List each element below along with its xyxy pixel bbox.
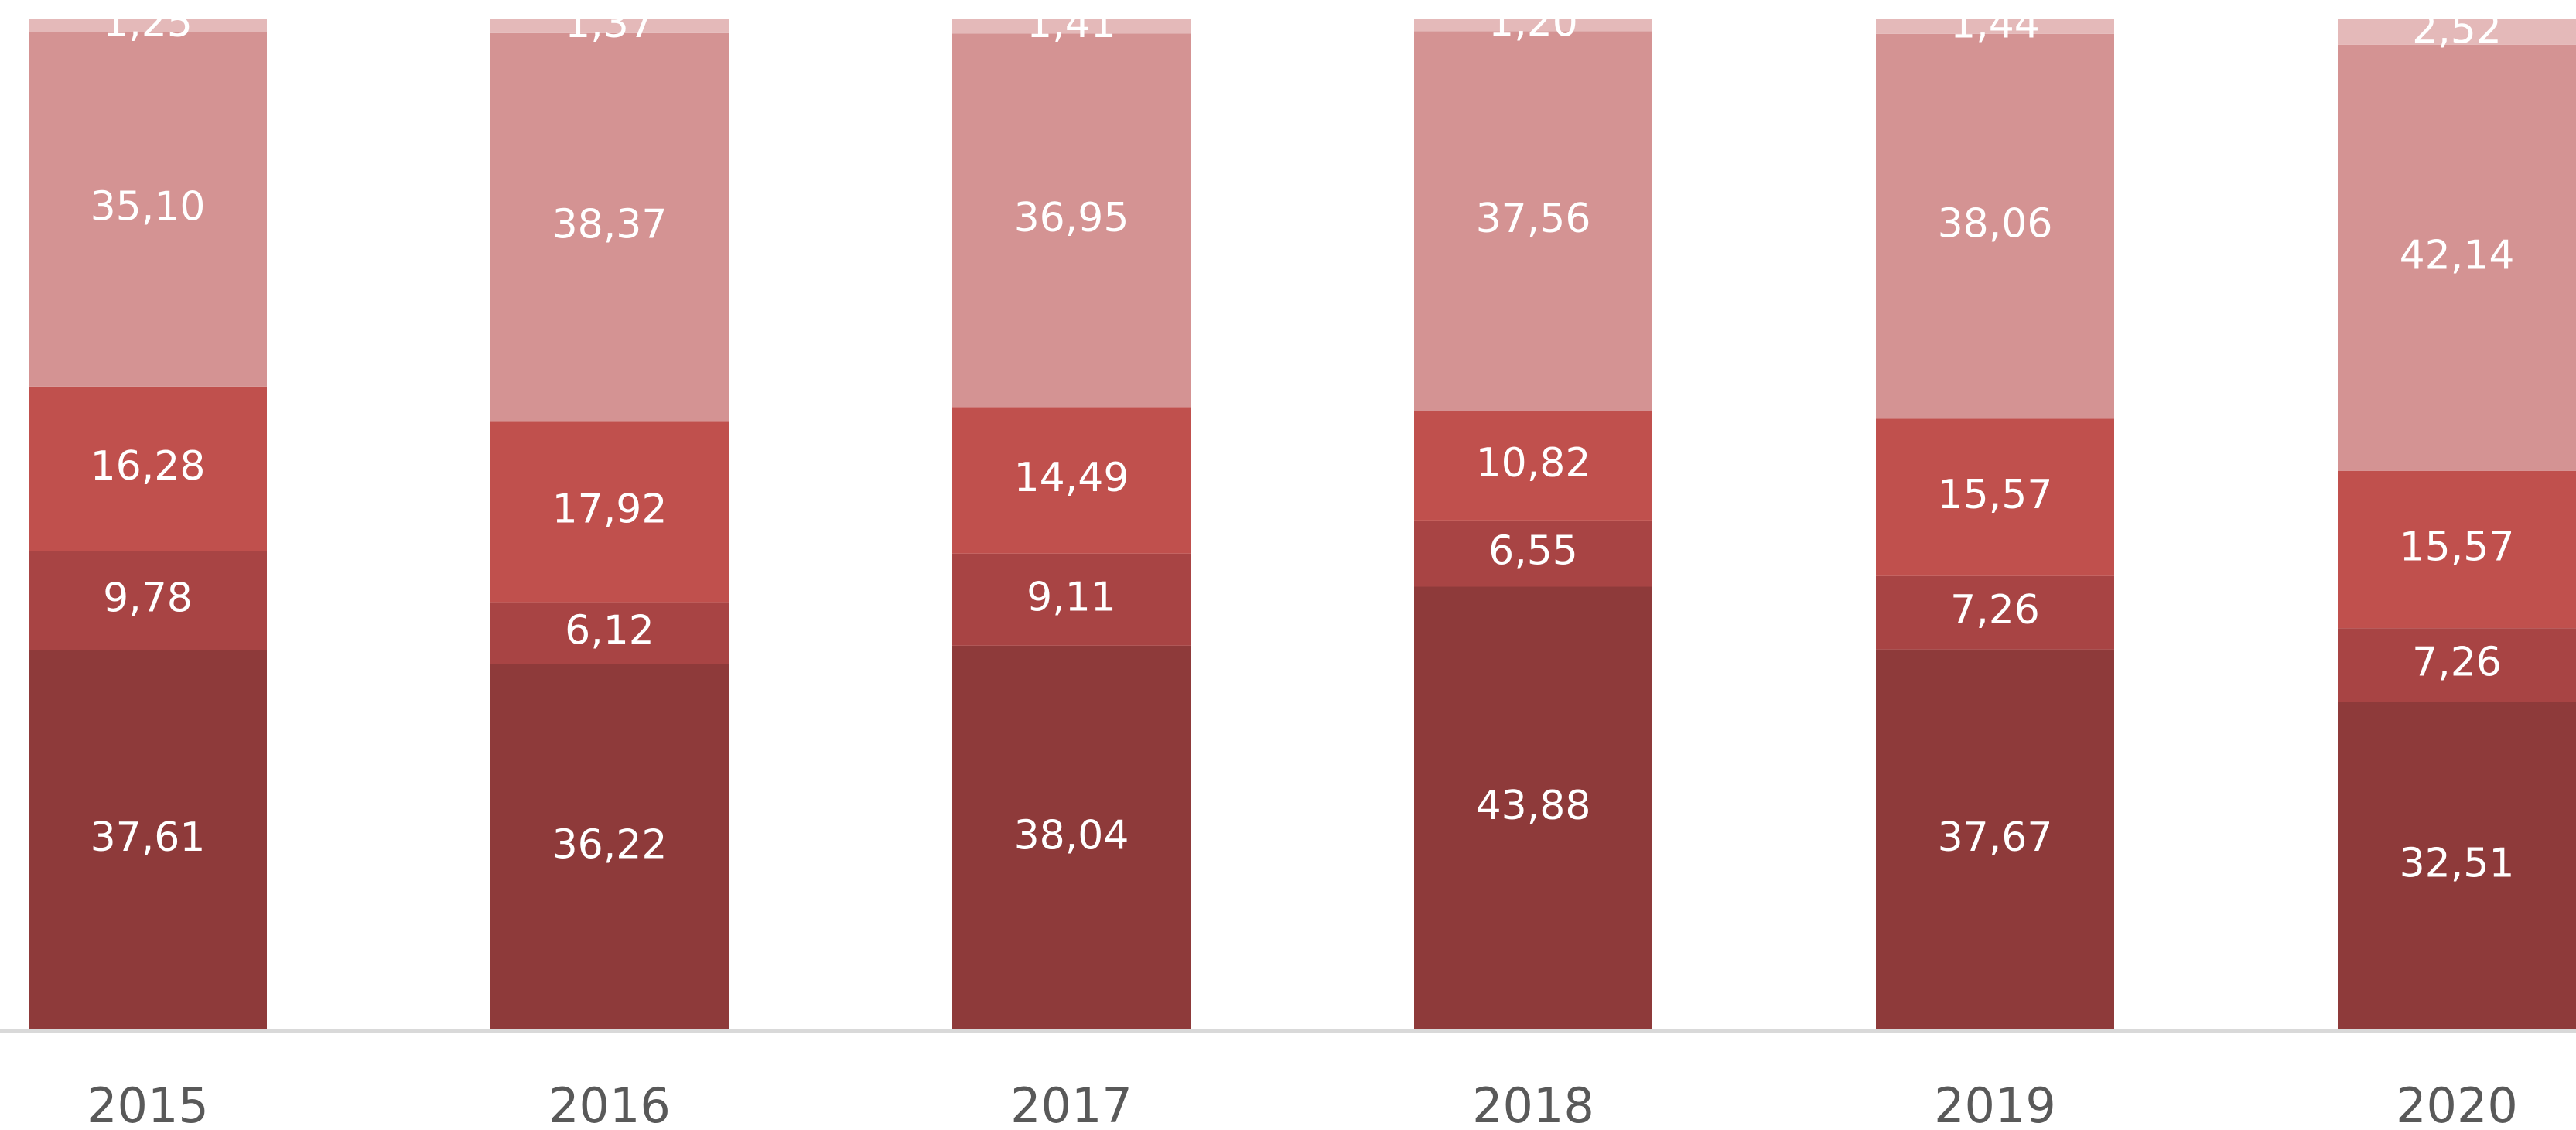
bar-segment: [2338, 470, 2576, 629]
value-label: 38,06: [1938, 201, 2053, 248]
bars: [29, 19, 2576, 1030]
value-label: 38,04: [1014, 812, 1129, 859]
value-label: 9,11: [1027, 574, 1116, 620]
value-label: 1,20: [1488, 0, 1578, 46]
bar-segment: [29, 551, 267, 650]
bar-segment: [1414, 586, 1652, 1030]
bar-segment: [952, 645, 1191, 1030]
value-label: 7,26: [2412, 640, 2502, 686]
bar-segment: [490, 421, 729, 603]
value-label: 15,57: [2400, 524, 2515, 570]
bar-segment: [952, 19, 1191, 34]
value-label: 14,49: [1014, 455, 1129, 501]
x-tick-label: 2017: [1010, 1077, 1133, 1130]
value-label: 9,78: [103, 575, 193, 622]
value-label: 43,88: [1476, 783, 1591, 829]
value-label: 1,41: [1027, 1, 1116, 47]
value-label: 10,82: [1476, 440, 1591, 486]
bar-segment: [29, 386, 267, 551]
value-label: 16,28: [91, 443, 206, 490]
value-label: 6,12: [565, 608, 654, 654]
bar-segment: [1876, 33, 2114, 419]
value-label: 1,25: [103, 0, 193, 46]
bar-segment: [1876, 19, 2114, 34]
value-label: 37,56: [1476, 196, 1591, 242]
labels: 37,61 9,78 16,28 35,10 1,25 2015 36,22 6,12 17,9…: [87, 0, 2518, 1130]
value-label: 37,67: [1938, 814, 2053, 861]
value-label: 2,52: [2412, 6, 2502, 53]
bar-segment: [1414, 31, 1652, 411]
value-label: 1,37: [565, 1, 654, 47]
value-label: 38,37: [552, 202, 668, 248]
bar-segment: [1876, 649, 2114, 1030]
bar-segment: [490, 602, 729, 664]
value-label: 32,51: [2400, 841, 2515, 887]
bar-segment: [1414, 19, 1652, 32]
value-label: 37,61: [91, 814, 206, 861]
value-label: 1,44: [1950, 1, 2040, 47]
bar-segment: [1414, 520, 1652, 587]
value-label: 36,22: [552, 821, 668, 868]
bar-segment: [29, 650, 267, 1030]
bar-segment: [29, 19, 267, 32]
value-label: 15,57: [1938, 472, 2053, 518]
bar-segment: [1414, 411, 1652, 521]
bar-segment: [1876, 575, 2114, 650]
value-label: 17,92: [552, 486, 668, 533]
bar-segment: [2338, 19, 2576, 45]
value-label: 36,95: [1014, 195, 1129, 241]
value-label: 35,10: [91, 183, 206, 230]
bar-segment: [2338, 702, 2576, 1030]
bar-segment: [952, 33, 1191, 408]
x-tick-label: 2015: [87, 1077, 209, 1130]
bar-segment: [2338, 44, 2576, 471]
x-tick-label: 2020: [2396, 1077, 2518, 1130]
value-label: 42,14: [2400, 232, 2515, 278]
bar-segment: [490, 32, 729, 422]
bar-segment: [490, 664, 729, 1030]
x-tick-label: 2019: [1934, 1077, 2056, 1130]
bar-segment: [952, 553, 1191, 646]
bar-segment: [490, 19, 729, 33]
bar-segment: [952, 407, 1191, 554]
value-label: 6,55: [1488, 528, 1578, 575]
value-label: 7,26: [1950, 587, 2040, 633]
x-tick-label: 2016: [548, 1077, 671, 1130]
bar-segment: [2338, 628, 2576, 702]
bar-segment: [1876, 418, 2114, 576]
x-tick-label: 2018: [1472, 1077, 1594, 1130]
bar-segment: [29, 32, 267, 387]
